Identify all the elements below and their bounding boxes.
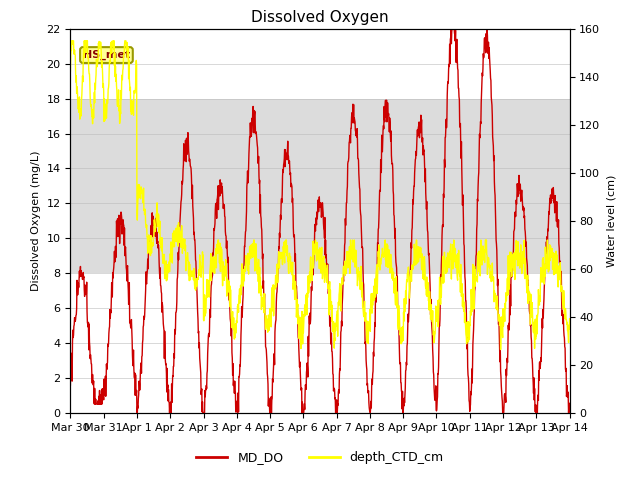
Y-axis label: Water level (cm): Water level (cm) (606, 175, 616, 267)
Text: HS_met: HS_met (83, 50, 130, 60)
Bar (70, 98, 570, 273)
Title: Dissolved Oxygen: Dissolved Oxygen (251, 10, 389, 25)
Y-axis label: Dissolved Oxygen (mg/L): Dissolved Oxygen (mg/L) (31, 151, 41, 291)
Legend: MD_DO, depth_CTD_cm: MD_DO, depth_CTD_cm (191, 446, 449, 469)
